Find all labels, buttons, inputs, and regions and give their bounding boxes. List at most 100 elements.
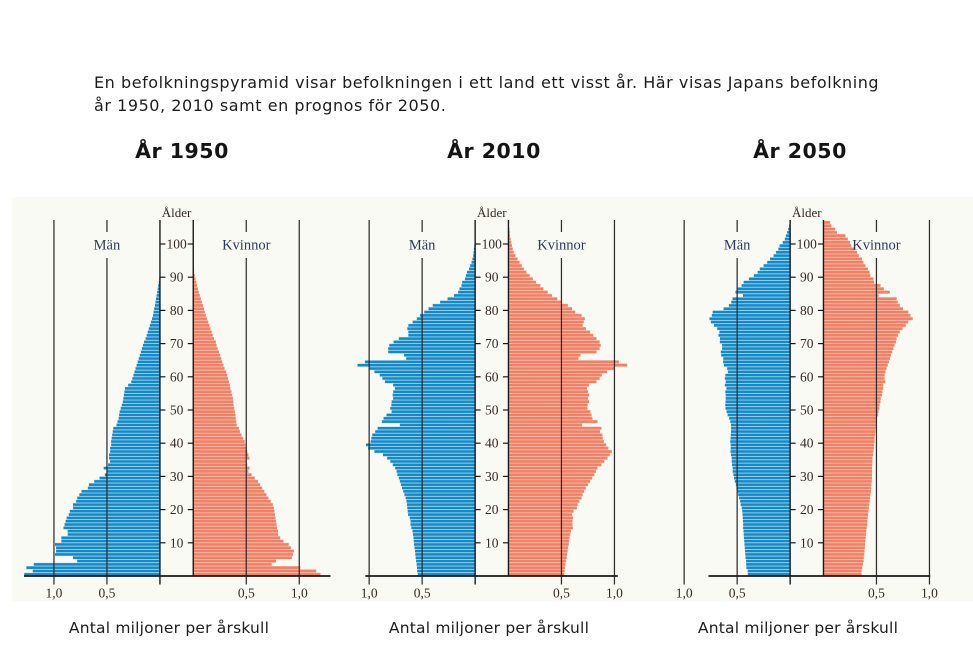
male-bar <box>33 563 160 566</box>
female-bar <box>508 466 598 470</box>
age-tick-label: 10 <box>170 535 184 550</box>
male-bar <box>153 314 160 317</box>
female-bar <box>193 413 236 417</box>
female-bar <box>508 337 597 340</box>
pyramid-år-2010: 10 20 30 40 50 60 70 80 90 100 1,0 0,5 0,5 1,0 Ålder Mä… <box>357 205 628 601</box>
female-bar <box>508 486 586 490</box>
male-bar <box>123 397 160 400</box>
female-bar <box>823 237 848 241</box>
female-bar <box>823 513 868 516</box>
female-bar <box>193 529 279 533</box>
female-bar <box>823 367 887 370</box>
female-bar <box>193 519 276 523</box>
female-bar <box>508 244 512 247</box>
male-bar <box>138 357 160 360</box>
female-bar <box>193 476 255 480</box>
male-bar <box>94 480 160 483</box>
male-bar <box>744 543 791 546</box>
female-bar <box>193 367 225 370</box>
female-bar <box>193 533 279 536</box>
female-bar <box>823 553 865 556</box>
male-bar <box>399 480 476 483</box>
male-bar <box>732 470 791 473</box>
male-bar <box>759 267 791 271</box>
male-bar <box>66 516 160 520</box>
x-tick-label: 0,5 <box>414 586 431 601</box>
female-bar <box>823 556 864 559</box>
male-bar <box>152 317 160 320</box>
male-bar <box>739 496 791 500</box>
male-bar <box>453 294 476 297</box>
pyramid-år-2050: 10 20 30 40 50 60 70 80 90 100 1,0 0,5 0,5 1,0 Ålder Mä… <box>676 205 938 601</box>
female-bar <box>508 417 593 420</box>
age-tick-label: 40 <box>170 436 184 451</box>
male-bar <box>744 546 791 550</box>
female-bar <box>193 280 197 284</box>
male-bar <box>111 443 160 447</box>
female-bar <box>823 413 879 417</box>
female-bar <box>823 460 873 463</box>
female-bar <box>193 320 209 324</box>
female-bar <box>823 473 872 476</box>
female-bar <box>193 500 271 503</box>
male-bar <box>709 317 791 320</box>
male-bar <box>364 360 476 364</box>
chart-panel-background <box>12 197 973 602</box>
female-bar <box>508 483 588 486</box>
male-bar <box>158 284 160 287</box>
male-bar <box>743 529 791 533</box>
chart-title-2050: År 2050 <box>753 138 847 163</box>
x-tick-label: 1,0 <box>606 586 623 601</box>
male-bar <box>410 523 476 526</box>
male-bar <box>120 407 160 410</box>
female-series-label: Kvinnor <box>852 238 901 254</box>
male-bar <box>416 317 476 320</box>
female-bar <box>823 420 877 423</box>
age-tick-label: 70 <box>170 336 184 351</box>
female-bar <box>193 284 197 287</box>
female-bar <box>823 324 906 327</box>
age-axis: 10 20 30 40 50 60 70 80 90 100 <box>474 220 510 585</box>
male-bar <box>742 519 791 523</box>
male-bar <box>726 387 791 390</box>
female-bar <box>193 277 196 281</box>
male-bar <box>727 370 791 374</box>
male-bar <box>714 324 791 327</box>
male-bar <box>81 490 160 493</box>
female-bar <box>508 556 567 559</box>
female-bar <box>193 393 232 397</box>
age-axis: 10 20 30 40 50 60 70 80 90 100 <box>789 220 825 585</box>
male-bar <box>730 446 791 450</box>
female-bar <box>823 327 903 330</box>
female-bar <box>823 310 909 314</box>
male-bar <box>132 377 160 380</box>
age-tick-label: 100 <box>166 237 187 252</box>
female-bar <box>193 513 275 516</box>
male-bar <box>712 310 791 314</box>
female-bar <box>193 370 227 374</box>
male-bar <box>413 536 476 540</box>
female-bar <box>508 310 576 314</box>
male-bar <box>740 503 791 506</box>
female-bars <box>823 220 913 576</box>
male-bar <box>731 453 791 457</box>
female-bar <box>508 247 513 251</box>
female-bar <box>508 237 511 241</box>
male-bar <box>720 350 791 354</box>
female-bar <box>508 573 565 576</box>
male-bar <box>428 307 476 310</box>
male-bar <box>734 480 791 483</box>
male-bar <box>743 536 791 540</box>
female-bar <box>193 556 292 559</box>
female-bar <box>508 280 537 284</box>
male-series-label: Män <box>409 238 436 254</box>
female-bar <box>508 446 609 450</box>
female-bar <box>508 347 600 350</box>
female-bars <box>508 227 628 576</box>
male-bar <box>412 320 476 324</box>
female-bar <box>823 519 868 523</box>
female-bar <box>823 224 832 227</box>
female-bar <box>193 506 274 510</box>
male-bar <box>770 257 791 261</box>
age-tick-label: 70 <box>485 336 499 351</box>
